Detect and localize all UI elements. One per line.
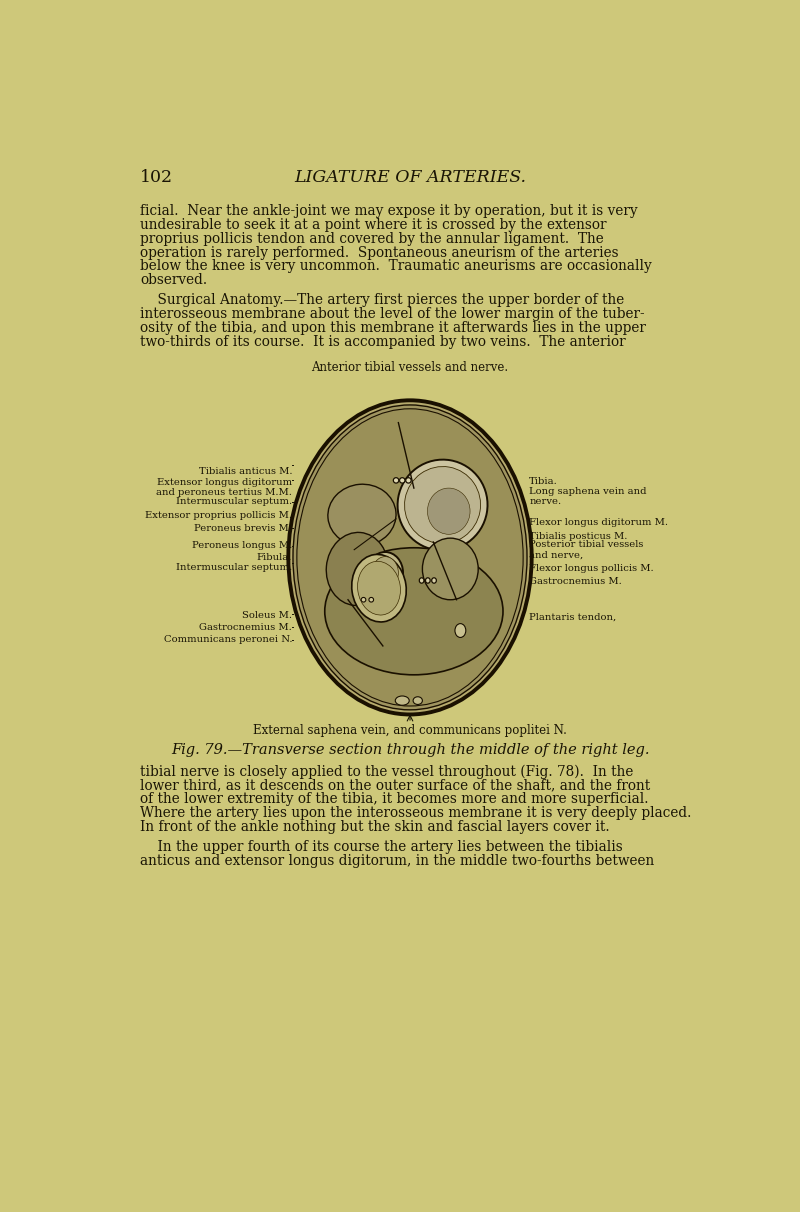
Text: In front of the ankle nothing but the skin and fascial layers cover it.: In front of the ankle nothing but the sk… xyxy=(140,821,610,834)
Ellipse shape xyxy=(432,578,436,583)
Ellipse shape xyxy=(325,548,503,675)
Text: Peroneus brevis M.: Peroneus brevis M. xyxy=(194,525,292,533)
Ellipse shape xyxy=(405,467,481,543)
Text: anticus and extensor longus digitorum, in the middle two-fourths between: anticus and extensor longus digitorum, i… xyxy=(140,853,654,868)
Ellipse shape xyxy=(367,551,403,594)
Ellipse shape xyxy=(369,598,374,602)
Text: Fibula.
Intermuscular septum.: Fibula. Intermuscular septum. xyxy=(176,553,292,572)
Ellipse shape xyxy=(427,488,470,534)
Text: Gastrocnemius M.: Gastrocnemius M. xyxy=(530,577,622,585)
Ellipse shape xyxy=(398,459,487,550)
Ellipse shape xyxy=(419,578,424,583)
Text: Extensor proprius pollicis M.: Extensor proprius pollicis M. xyxy=(146,510,292,520)
Ellipse shape xyxy=(395,696,410,705)
Text: LIGATURE OF ARTERIES.: LIGATURE OF ARTERIES. xyxy=(294,170,526,187)
Text: operation is rarely performed.  Spontaneous aneurism of the arteries: operation is rarely performed. Spontaneo… xyxy=(140,246,619,259)
Text: Long saphena vein and
nerve.: Long saphena vein and nerve. xyxy=(530,487,647,507)
Text: External saphena vein, and communicans poplitei N.: External saphena vein, and communicans p… xyxy=(253,725,567,737)
Text: lower third, as it descends on the outer surface of the shaft, and the front: lower third, as it descends on the outer… xyxy=(140,778,650,793)
Text: Flexor longus pollicis M.: Flexor longus pollicis M. xyxy=(530,564,654,573)
Ellipse shape xyxy=(422,538,478,600)
Ellipse shape xyxy=(406,478,411,484)
Text: Soleus M.: Soleus M. xyxy=(242,611,292,619)
Text: Communicans peronei N.: Communicans peronei N. xyxy=(164,635,292,645)
Ellipse shape xyxy=(426,578,430,583)
Text: Posterior tibial vessels
and nerve,: Posterior tibial vessels and nerve, xyxy=(530,541,644,560)
Text: Intermuscular septum.: Intermuscular septum. xyxy=(176,497,292,507)
Ellipse shape xyxy=(358,561,401,614)
Text: proprius pollicis tendon and covered by the annular ligament.  The: proprius pollicis tendon and covered by … xyxy=(140,231,604,246)
Text: Tibialis anticus M.: Tibialis anticus M. xyxy=(198,468,292,476)
Text: Fig. 79.—Transverse section through the middle of the right leg.: Fig. 79.—Transverse section through the … xyxy=(170,743,650,758)
Text: Anterior tibial vessels and nerve.: Anterior tibial vessels and nerve. xyxy=(311,361,509,375)
Text: Plantaris tendon,: Plantaris tendon, xyxy=(530,612,617,622)
Text: Flexor longus digitorum M.: Flexor longus digitorum M. xyxy=(530,519,668,527)
Text: ficial.  Near the ankle-joint we may expose it by operation, but it is very: ficial. Near the ankle-joint we may expo… xyxy=(140,204,638,218)
Text: of the lower extremity of the tibia, it becomes more and more superficial.: of the lower extremity of the tibia, it … xyxy=(140,793,649,806)
Text: observed.: observed. xyxy=(140,273,207,287)
Ellipse shape xyxy=(326,532,388,606)
Text: Extensor longus digitorum
and peroneus tertius M.M.: Extensor longus digitorum and peroneus t… xyxy=(156,478,292,497)
Ellipse shape xyxy=(394,478,398,484)
Text: Gastrocnemius M.: Gastrocnemius M. xyxy=(199,623,292,631)
Ellipse shape xyxy=(413,697,422,704)
Text: Where the artery lies upon the interosseous membrane it is very deeply placed.: Where the artery lies upon the interosse… xyxy=(140,806,692,821)
Ellipse shape xyxy=(399,478,405,484)
Text: Peroneus longus M.: Peroneus longus M. xyxy=(192,542,292,550)
Text: Surgical Anatomy.—The artery first pierces the upper border of the: Surgical Anatomy.—The artery first pierc… xyxy=(140,293,625,308)
Ellipse shape xyxy=(293,405,527,710)
Text: In the upper fourth of its course the artery lies between the tibialis: In the upper fourth of its course the ar… xyxy=(140,840,623,854)
Ellipse shape xyxy=(297,408,523,707)
Ellipse shape xyxy=(455,624,466,638)
Ellipse shape xyxy=(361,598,366,602)
Text: undesirable to seek it at a point where it is crossed by the extensor: undesirable to seek it at a point where … xyxy=(140,218,606,231)
Ellipse shape xyxy=(352,554,406,622)
Text: below the knee is very uncommon.  Traumatic aneurisms are occasionally: below the knee is very uncommon. Traumat… xyxy=(140,259,652,274)
Ellipse shape xyxy=(288,400,532,714)
Text: Tibialis posticus M.: Tibialis posticus M. xyxy=(530,532,628,541)
Text: Tibia.: Tibia. xyxy=(530,478,558,486)
Text: interosseous membrane about the level of the lower margin of the tuber-: interosseous membrane about the level of… xyxy=(140,307,645,321)
Ellipse shape xyxy=(328,485,396,545)
Text: tibial nerve is closely applied to the vessel throughout (Fig. 78).  In the: tibial nerve is closely applied to the v… xyxy=(140,765,634,779)
Text: 102: 102 xyxy=(140,170,174,187)
Text: osity of the tibia, and upon this membrane it afterwards lies in the upper: osity of the tibia, and upon this membra… xyxy=(140,321,646,335)
Ellipse shape xyxy=(372,556,398,589)
Text: two-thirds of its course.  It is accompanied by two veins.  The anterior: two-thirds of its course. It is accompan… xyxy=(140,335,626,349)
